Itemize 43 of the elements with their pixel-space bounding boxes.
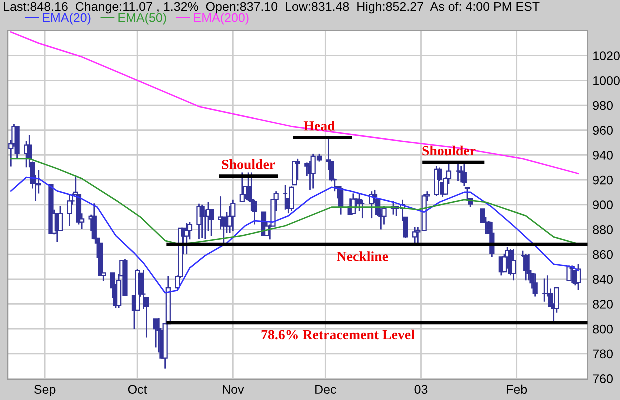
y-tick-label: 900 bbox=[593, 200, 613, 210]
y-tick-label: 860 bbox=[593, 250, 613, 260]
annotation: Neckline bbox=[337, 252, 388, 262]
y-tick-label: 820 bbox=[593, 300, 613, 309]
candlestick bbox=[338, 186, 344, 216]
x-tick-label: Nov bbox=[223, 385, 244, 394]
x-tick-label: Oct bbox=[128, 385, 148, 394]
y-tick-label: 1000 bbox=[594, 76, 620, 86]
legend-label: EMA(50) bbox=[118, 13, 166, 25]
annotation: Shoulder bbox=[222, 160, 276, 170]
y-tick-label: 960 bbox=[593, 126, 613, 136]
y-tick-label: 940 bbox=[593, 151, 613, 160]
x-tick-label: Sep bbox=[34, 385, 56, 397]
candlestick bbox=[230, 199, 236, 232]
chart-title: Last:848.16 Change:11.07 , 1.32% Open:837.10 Low:831.48 High:852.27 As of: 4:00 PM EST bbox=[4, 2, 540, 14]
y-tick-label: 840 bbox=[593, 275, 613, 284]
y-tick-label: 780 bbox=[593, 350, 613, 359]
candlestick bbox=[576, 263, 582, 291]
y-tick-label: 760 bbox=[593, 374, 613, 384]
x-tick-label: Feb bbox=[507, 384, 528, 394]
annotation: Shoulder bbox=[422, 146, 476, 156]
y-tick-label: 920 bbox=[593, 176, 613, 185]
candlestick bbox=[464, 186, 470, 202]
candlestick bbox=[58, 205, 64, 232]
candlestick bbox=[92, 202, 97, 240]
annotation: Head bbox=[304, 121, 336, 131]
x-tick-label: Dec bbox=[316, 385, 336, 394]
y-tick-label: 880 bbox=[593, 226, 613, 234]
candlestick bbox=[412, 226, 418, 245]
annotation: 78.6% Retracement Level bbox=[262, 330, 415, 340]
y-tick-label: 800 bbox=[593, 324, 613, 334]
candlestick bbox=[511, 248, 516, 282]
candlestick bbox=[532, 273, 538, 298]
line-series bbox=[10, 32, 580, 175]
candlestick bbox=[154, 318, 159, 348]
candlestick bbox=[200, 204, 205, 240]
legend-label: EMA(20) bbox=[43, 13, 91, 25]
candlestick bbox=[526, 253, 532, 282]
candlestick bbox=[462, 164, 467, 187]
y-tick-label: 980 bbox=[593, 101, 613, 110]
x-tick-label: 03 bbox=[414, 385, 428, 394]
legend-label: EMA(200) bbox=[194, 13, 249, 25]
y-tick-label: 1020 bbox=[594, 52, 620, 60]
